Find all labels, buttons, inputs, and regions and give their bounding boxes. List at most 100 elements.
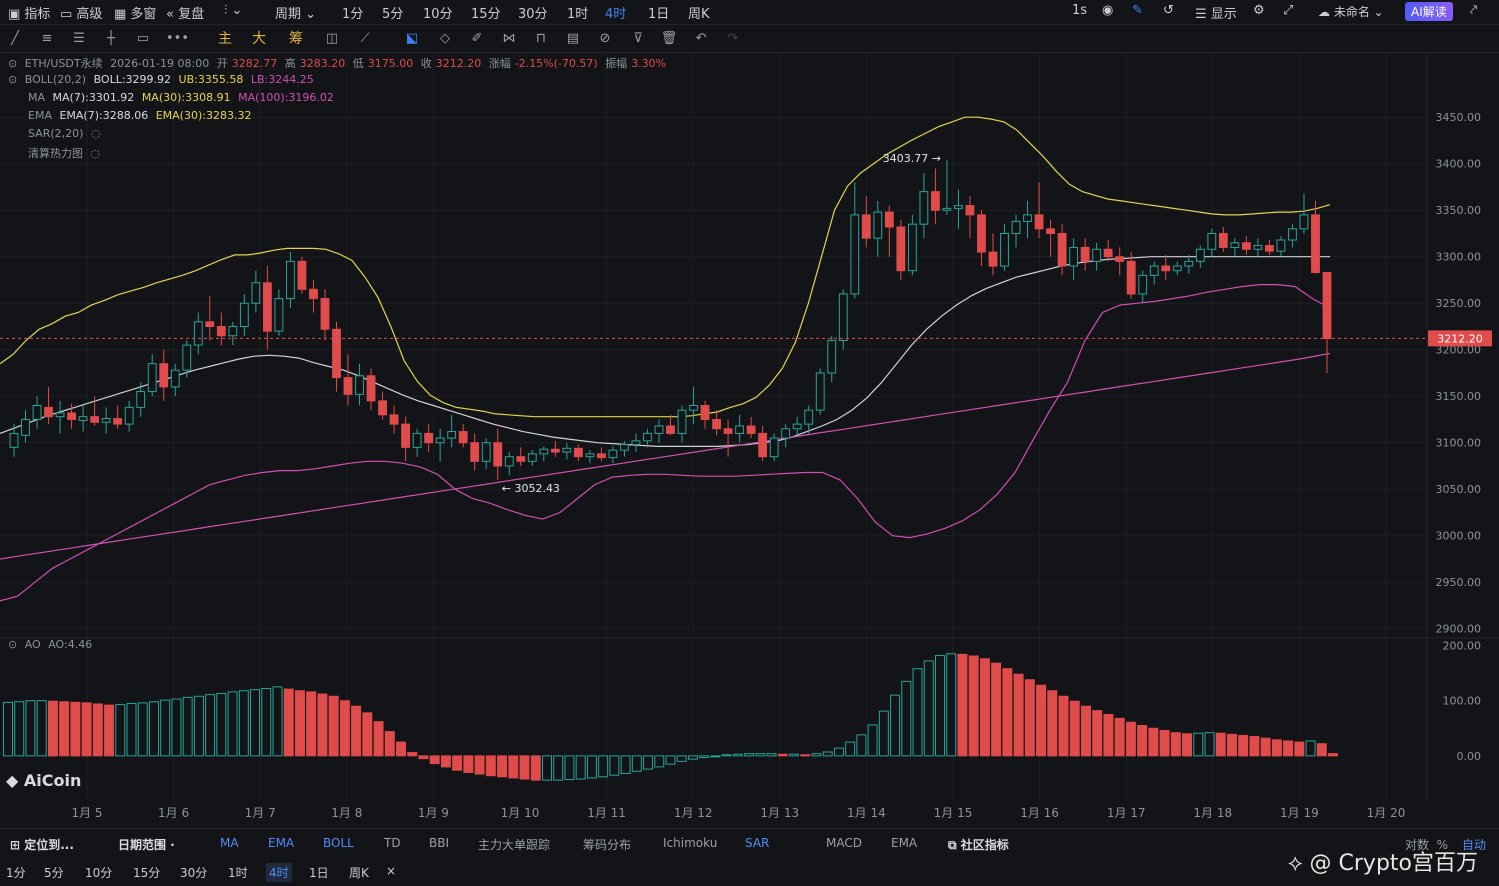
- bottom-interval-tab[interactable]: 15分: [133, 866, 161, 880]
- magnet-icon[interactable]: ⬕: [405, 31, 419, 46]
- sar-toggle[interactable]: SAR: [745, 836, 770, 850]
- fullscreen-icon[interactable]: ⤢: [1283, 3, 1294, 18]
- log-scale-toggle[interactable]: 对数 %: [1405, 838, 1449, 852]
- undo-layout-icon[interactable]: ↺: [1163, 3, 1174, 18]
- bottom-interval-tab[interactable]: 4时: [266, 863, 292, 882]
- candle-body: [309, 288, 318, 300]
- collapse-icon[interactable]: ⊙: [8, 57, 18, 70]
- ao-bar: [452, 755, 463, 771]
- lock-icon[interactable]: ⊓: [535, 31, 547, 46]
- layout-dropdown[interactable]: ☁ 未命名 ⌄: [1318, 5, 1384, 19]
- ub-value: UB:3355.58: [178, 73, 244, 86]
- community-indicators[interactable]: ⧉ 社区指标: [948, 838, 1009, 852]
- more-tools-icon[interactable]: •••: [166, 31, 190, 46]
- bottom-interval-tab[interactable]: 1分: [6, 866, 26, 880]
- horizontal-lines-icon[interactable]: ☰: [73, 31, 85, 46]
- undo-icon[interactable]: ↶: [695, 31, 707, 46]
- parallel-lines-icon[interactable]: ≡: [41, 31, 53, 46]
- interval-tab[interactable]: 1分: [342, 7, 364, 22]
- candle-body: [689, 405, 698, 411]
- rectangle-icon[interactable]: ▭: [136, 31, 150, 46]
- bottom-interval-tab[interactable]: 周K: [349, 866, 369, 880]
- trash-icon[interactable]: 🗑: [660, 31, 678, 46]
- boll-toggle[interactable]: BOLL: [323, 836, 354, 850]
- realtime-interval[interactable]: 1s: [1072, 3, 1088, 18]
- locate-button[interactable]: ⊞ 定位到...: [10, 838, 74, 852]
- horizontal-ray-icon[interactable]: ┼: [107, 31, 115, 46]
- measure-icon[interactable]: ◫: [325, 31, 339, 46]
- line-tool-icon[interactable]: ╱: [11, 31, 19, 46]
- large-order-tool[interactable]: 大: [252, 31, 266, 47]
- display-button[interactable]: ☰ 显示: [1195, 7, 1237, 22]
- ma-toggle[interactable]: MA: [220, 836, 239, 850]
- ao-bar: [508, 755, 519, 779]
- pen-icon[interactable]: ✎: [1132, 3, 1143, 18]
- interval-tab[interactable]: 5分: [382, 7, 404, 22]
- camera-icon[interactable]: ◉: [1102, 3, 1114, 18]
- chart-type-button[interactable]: ⫶ ⌄: [224, 3, 243, 18]
- chip-distribution-tool[interactable]: 筹: [289, 31, 303, 47]
- filter-icon[interactable]: ⊽: [633, 31, 643, 46]
- interval-tab[interactable]: 1日: [648, 7, 670, 22]
- interval-tab[interactable]: 30分: [518, 7, 548, 22]
- candle-body: [1322, 272, 1332, 340]
- bottom-interval-tab[interactable]: 5分: [44, 866, 64, 880]
- candle-body: [723, 428, 733, 434]
- ai-interpret-button[interactable]: AI解读: [1405, 2, 1453, 21]
- pattern-icon[interactable]: ⋈: [502, 31, 516, 46]
- last-price-label: 3212.20: [1437, 332, 1483, 345]
- main-force-toggle[interactable]: 主力大单跟踪: [478, 838, 551, 852]
- ao-bar: [1080, 705, 1091, 757]
- replay-button[interactable]: « 复盘: [166, 7, 205, 22]
- ao-bar: [553, 755, 564, 781]
- interval-tab[interactable]: 15分: [471, 7, 501, 22]
- ao-bar: [3, 701, 13, 757]
- candle-body: [573, 447, 583, 458]
- bottom-interval-tab[interactable]: 30分: [180, 866, 208, 880]
- collapse-icon[interactable]: ⊙: [8, 638, 18, 651]
- ohlc-info: ⊙ ETH/USDT永续 2026-01-19 08:00 开 3282.77 高…: [8, 55, 670, 71]
- candle-body: [965, 205, 975, 216]
- td-toggle[interactable]: TD: [384, 836, 401, 850]
- ema-toggle[interactable]: EMA: [268, 836, 295, 850]
- eye-off-icon[interactable]: ◌: [90, 147, 101, 160]
- multi-window-button[interactable]: ▦ 多窗: [114, 7, 157, 22]
- bbi-toggle[interactable]: BBI: [429, 836, 450, 850]
- date-range-button[interactable]: 日期范围 ·: [118, 838, 175, 852]
- ichimoku-toggle[interactable]: Ichimoku: [663, 836, 718, 850]
- period-dropdown[interactable]: 周期 ⌄: [275, 7, 317, 22]
- brush-icon[interactable]: ✐: [471, 31, 483, 46]
- candle-body: [1230, 242, 1240, 248]
- bottom-interval-tab[interactable]: 1日: [309, 866, 329, 880]
- interval-tab[interactable]: 周K: [688, 7, 710, 22]
- heatmap-info: 清算热力图 ◌: [28, 145, 104, 161]
- indicators-button[interactable]: ▣ 指标: [8, 7, 51, 22]
- eye-off-icon[interactable]: ◌: [90, 127, 101, 140]
- note-icon[interactable]: ▤: [566, 31, 580, 46]
- interval-tab[interactable]: 4时: [605, 7, 627, 22]
- macd-toggle[interactable]: MACD: [826, 836, 862, 850]
- redo-icon[interactable]: ↷: [727, 31, 739, 46]
- advanced-button[interactable]: ▭ 高级: [60, 7, 103, 22]
- bottom-interval-tab[interactable]: 10分: [85, 866, 113, 880]
- close-icon[interactable]: ×: [386, 864, 397, 878]
- change-label: 涨幅: [488, 57, 511, 70]
- ao-bar: [845, 741, 856, 757]
- auto-scale-toggle[interactable]: 自动: [1462, 838, 1487, 852]
- chip-toggle[interactable]: 筹码分布: [583, 838, 632, 852]
- interval-tab[interactable]: 1时: [567, 7, 589, 22]
- main-force-tool[interactable]: 主: [218, 31, 232, 47]
- eraser-icon[interactable]: ◇: [440, 31, 450, 46]
- replay-label: 复盘: [178, 7, 205, 22]
- link-icon[interactable]: ⊘: [599, 31, 611, 46]
- share-icon[interactable]: ⤤: [1470, 3, 1478, 18]
- candle-body: [1253, 245, 1263, 250]
- interval-tab[interactable]: 10分: [423, 7, 453, 22]
- price-chart[interactable]: 3450.00 3400.00 3350.00 3300.00 3250.00 3200.…: [0, 52, 1499, 828]
- ao-bar: [418, 755, 429, 760]
- collapse-icon[interactable]: ⊙: [8, 73, 18, 86]
- ruler-icon[interactable]: ⟋: [360, 31, 370, 46]
- bottom-interval-tab[interactable]: 1时: [228, 866, 248, 880]
- ema-sub-toggle[interactable]: EMA: [891, 836, 918, 850]
- settings-icon[interactable]: ⚙: [1253, 3, 1265, 18]
